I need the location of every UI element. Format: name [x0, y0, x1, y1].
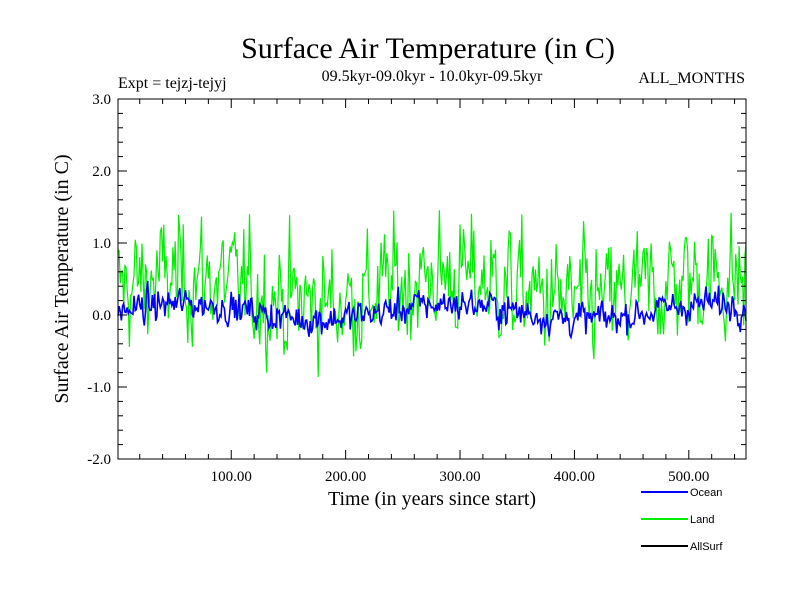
x-tick-label: 500.00 [668, 469, 709, 485]
series-line-ocean [117, 280, 747, 340]
x-tick-label: 400.00 [554, 469, 595, 485]
legend-label-ocean: Ocean [690, 487, 722, 499]
plot-frame [117, 98, 747, 460]
legend-label-allsurf: AllSurf [690, 541, 723, 553]
y-tick-label: -1.0 [87, 380, 111, 396]
series-line-land [117, 210, 747, 378]
x-tick-label: 200.00 [325, 469, 366, 485]
y-tick-label: 3.0 [92, 92, 111, 108]
chart-subtitle-right: ALL_MONTHS [638, 70, 745, 87]
legend-label-land: Land [690, 514, 714, 526]
y-axis-label: Surface Air Temperature (in C) [51, 154, 73, 403]
tick-layer: 100.00 200.00 300.00 400.00 500.00 3.0 2.0 1.0 0… [87, 92, 746, 485]
series-layer [117, 210, 747, 378]
y-tick-label: 0.0 [92, 308, 111, 324]
x-axis-label: Time (in years since start) [328, 488, 536, 510]
x-tick-label: 100.00 [211, 469, 252, 485]
y-tick-label: 1.0 [92, 236, 111, 252]
chart-subtitle-left: Expt = tejzj-tejyj [118, 75, 227, 92]
chart-subtitle-center: 09.5kyr-09.0kyr - 10.0kyr-09.5kyr [322, 68, 543, 85]
y-tick-label: -2.0 [87, 452, 111, 468]
x-tick-label: 300.00 [439, 469, 480, 485]
chart-title: Surface Air Temperature (in C) [241, 32, 615, 65]
y-tick-label: 2.0 [92, 164, 111, 180]
legend: Ocean Land AllSurf [641, 487, 723, 553]
